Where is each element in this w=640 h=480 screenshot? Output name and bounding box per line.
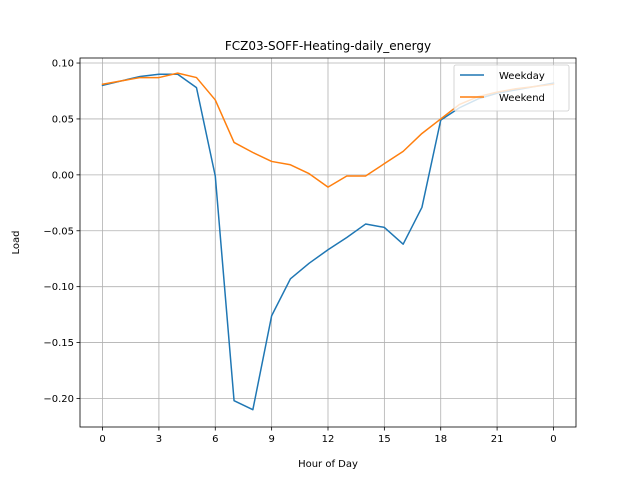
y-tick-label: 0.00	[52, 170, 74, 181]
y-axis-label: Load	[11, 231, 22, 255]
x-tick-label: 15	[378, 434, 391, 445]
y-tick-label: −0.20	[43, 394, 74, 405]
x-tick-label: 0	[99, 434, 105, 445]
x-tick-label: 21	[491, 434, 504, 445]
x-tick-label: 18	[434, 434, 447, 445]
x-tick-label: 0	[550, 434, 556, 445]
legend-label-weekend: Weekend	[499, 93, 545, 104]
x-axis-ticks: 0 3 6 9 12 15 18 21 0	[99, 427, 557, 445]
x-tick-label: 6	[212, 434, 218, 445]
x-tick-label: 9	[268, 434, 274, 445]
x-axis-label: Hour of Day	[298, 459, 358, 470]
y-tick-label: −0.10	[43, 282, 74, 293]
legend-label-weekday: Weekday	[499, 71, 545, 82]
chart-title: FCZ03-SOFF-Heating-daily_energy	[225, 39, 431, 53]
y-axis-ticks: −0.20 −0.15 −0.10 −0.05 0.00 0.05 0.10	[43, 59, 80, 405]
y-tick-label: 0.10	[52, 59, 74, 70]
legend-box	[453, 64, 570, 112]
y-tick-label: 0.05	[52, 114, 74, 125]
legend: Weekday Weekend	[453, 64, 570, 112]
grid	[80, 58, 576, 427]
x-tick-label: 12	[322, 434, 335, 445]
x-tick-label: 3	[156, 434, 162, 445]
y-tick-label: −0.05	[43, 226, 74, 237]
y-tick-label: −0.15	[43, 338, 74, 349]
